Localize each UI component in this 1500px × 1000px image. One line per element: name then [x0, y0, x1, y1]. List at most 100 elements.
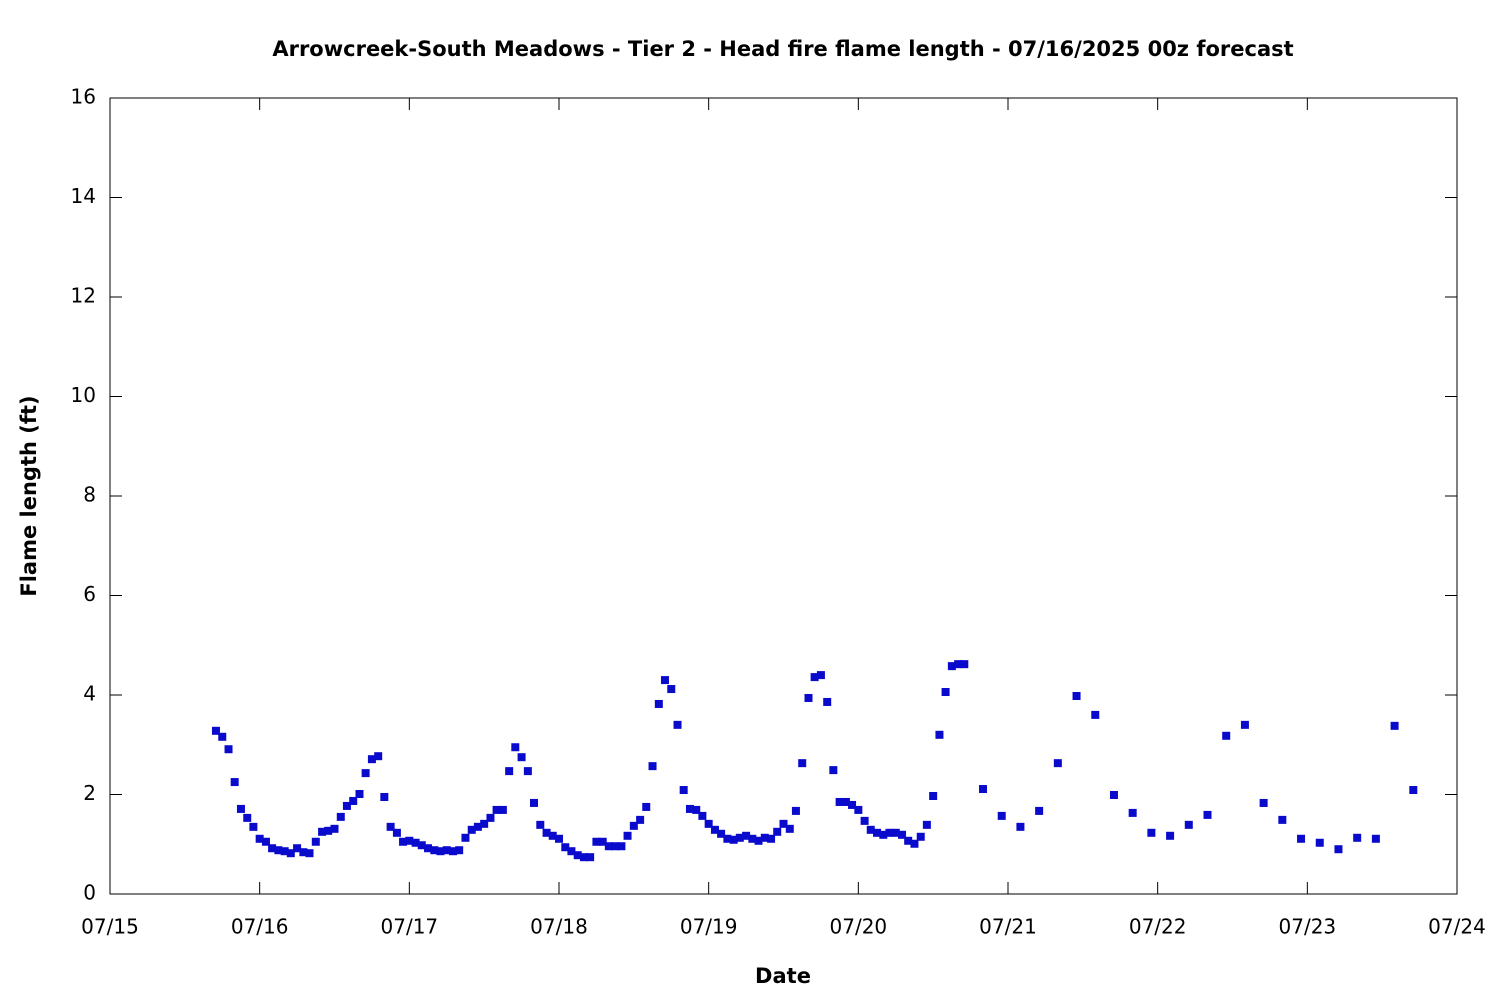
- data-point: [954, 660, 963, 669]
- data-point: [293, 844, 302, 853]
- data-point: [742, 831, 751, 840]
- data-point: [941, 688, 950, 697]
- x-axis-label: Date: [755, 964, 811, 988]
- data-point: [698, 811, 707, 820]
- data-point: [218, 732, 227, 741]
- data-point: [679, 786, 688, 795]
- data-point: [685, 804, 694, 813]
- data-point: [486, 813, 495, 822]
- data-point: [848, 800, 857, 809]
- data-point: [530, 798, 539, 807]
- data-point: [767, 834, 776, 843]
- data-point: [374, 752, 383, 761]
- data-point: [561, 843, 570, 852]
- data-point: [305, 849, 314, 858]
- data-point: [617, 842, 626, 851]
- data-point: [249, 822, 258, 831]
- x-tick-label: 07/21: [979, 915, 1037, 939]
- plot-frame: [109, 97, 1458, 895]
- x-tick-label: 07/24: [1428, 915, 1486, 939]
- data-point: [979, 785, 988, 794]
- data-point: [598, 837, 607, 846]
- data-point: [455, 846, 464, 855]
- x-tick-label: 07/22: [1129, 915, 1187, 939]
- data-point: [791, 806, 800, 815]
- data-point: [424, 844, 433, 853]
- data-point: [860, 816, 869, 825]
- data-point: [392, 828, 401, 837]
- data-point: [473, 822, 482, 831]
- x-tick-label: 07/20: [830, 915, 888, 939]
- data-point: [268, 844, 277, 853]
- data-point: [754, 836, 763, 845]
- data-point: [866, 825, 875, 834]
- y-tick-label: 4: [83, 682, 96, 706]
- data-point: [916, 832, 925, 841]
- data-point: [623, 831, 632, 840]
- data-point: [324, 826, 333, 835]
- data-point: [922, 820, 931, 829]
- data-point: [642, 802, 651, 811]
- data-point: [548, 831, 557, 840]
- data-point: [299, 848, 308, 857]
- data-point: [748, 834, 757, 843]
- data-point: [960, 660, 969, 669]
- data-point: [873, 828, 882, 837]
- x-tick-label: 07/15: [81, 915, 139, 939]
- data-point: [230, 778, 239, 787]
- x-tick-label: 07/17: [381, 915, 439, 939]
- data-point: [729, 835, 738, 844]
- data-point: [573, 851, 582, 860]
- data-point: [586, 853, 595, 862]
- data-point: [430, 846, 439, 855]
- data-point: [1035, 806, 1044, 815]
- data-point: [1128, 808, 1137, 817]
- data-point: [318, 827, 327, 836]
- data-point: [1297, 834, 1306, 843]
- data-point: [336, 812, 345, 821]
- data-point: [386, 822, 395, 831]
- data-point: [785, 824, 794, 833]
- data-point: [704, 819, 713, 828]
- data-point: [823, 697, 832, 706]
- y-axis-label: Flame length (ft): [17, 395, 41, 596]
- data-point: [461, 833, 470, 842]
- x-tick-label: 07/16: [231, 915, 289, 939]
- data-point: [280, 847, 289, 856]
- data-point: [1390, 721, 1399, 730]
- data-point: [517, 753, 526, 762]
- data-point: [311, 837, 320, 846]
- data-point: [773, 827, 782, 836]
- data-point: [885, 828, 894, 837]
- data-point: [536, 820, 545, 829]
- data-point: [636, 815, 645, 824]
- data-point: [1166, 831, 1175, 840]
- y-tick-label: 0: [83, 881, 96, 905]
- chart-title: Arrowcreek-South Meadows - Tier 2 - Head…: [272, 37, 1293, 61]
- data-point: [449, 847, 458, 856]
- data-point: [654, 699, 663, 708]
- data-point: [355, 790, 364, 799]
- data-point: [997, 811, 1006, 820]
- data-point: [816, 671, 825, 680]
- data-point: [673, 720, 682, 729]
- data-point: [567, 847, 576, 856]
- data-point: [947, 662, 956, 671]
- data-point: [330, 824, 339, 833]
- data-point: [224, 745, 233, 754]
- data-point: [1016, 822, 1025, 831]
- data-point: [1334, 845, 1343, 854]
- data-point: [505, 767, 514, 776]
- data-point: [935, 730, 944, 739]
- data-point: [629, 821, 638, 830]
- data-point: [854, 805, 863, 814]
- x-tick-label: 07/18: [530, 915, 588, 939]
- data-point: [579, 853, 588, 862]
- data-point: [1222, 731, 1231, 740]
- data-point: [342, 801, 351, 810]
- data-point: [660, 676, 669, 685]
- data-point: [367, 755, 376, 764]
- data-point: [274, 846, 283, 855]
- data-point: [898, 830, 907, 839]
